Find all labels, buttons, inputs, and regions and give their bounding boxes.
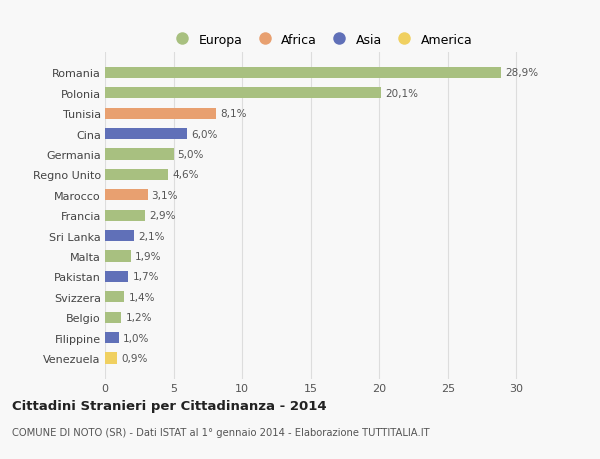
Bar [105, 332, 119, 343]
Text: COMUNE DI NOTO (SR) - Dati ISTAT al 1° gennaio 2014 - Elaborazione TUTTITALIA.IT: COMUNE DI NOTO (SR) - Dati ISTAT al 1° g… [12, 427, 430, 437]
Bar [105, 291, 124, 303]
Text: 1,7%: 1,7% [133, 272, 159, 282]
Bar [105, 271, 128, 282]
Text: 2,9%: 2,9% [149, 211, 175, 221]
Text: Cittadini Stranieri per Cittadinanza - 2014: Cittadini Stranieri per Cittadinanza - 2… [12, 399, 326, 412]
Bar [105, 210, 145, 221]
Text: 0,9%: 0,9% [121, 353, 148, 363]
Bar [105, 169, 168, 180]
Text: 1,2%: 1,2% [125, 313, 152, 323]
Bar [105, 251, 131, 262]
Bar [105, 149, 173, 160]
Bar [105, 353, 118, 364]
Bar [105, 108, 216, 119]
Bar [105, 312, 121, 323]
Bar [105, 230, 134, 242]
Text: 20,1%: 20,1% [385, 89, 418, 99]
Text: 28,9%: 28,9% [505, 68, 539, 78]
Text: 1,4%: 1,4% [128, 292, 155, 302]
Bar [105, 129, 187, 140]
Text: 1,0%: 1,0% [123, 333, 149, 343]
Bar [105, 190, 148, 201]
Text: 2,1%: 2,1% [138, 231, 164, 241]
Bar [105, 67, 502, 79]
Text: 1,9%: 1,9% [135, 252, 161, 262]
Text: 3,1%: 3,1% [152, 190, 178, 201]
Text: 6,0%: 6,0% [191, 129, 218, 139]
Text: 4,6%: 4,6% [172, 170, 199, 180]
Text: 5,0%: 5,0% [178, 150, 204, 160]
Bar [105, 88, 380, 99]
Text: 8,1%: 8,1% [220, 109, 247, 119]
Legend: Europa, Africa, Asia, America: Europa, Africa, Asia, America [166, 30, 476, 50]
